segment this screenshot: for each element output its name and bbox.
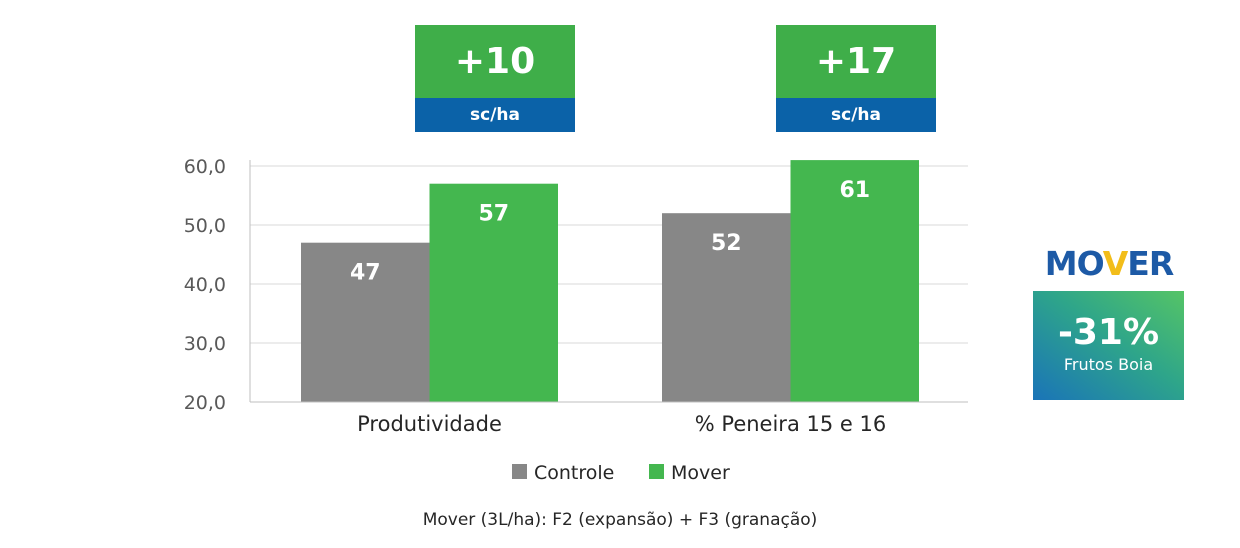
- badge-unit: sc/ha: [415, 98, 575, 132]
- legend-swatch: [649, 464, 664, 479]
- badge-value: +17: [776, 25, 936, 98]
- data-label: 61: [839, 178, 870, 203]
- badge-peneira: +17 sc/ha: [776, 25, 936, 132]
- bar-controle: [301, 242, 430, 402]
- y-tick-label: 40,0: [184, 274, 226, 296]
- highlight-value: -31%: [1057, 312, 1160, 353]
- bar-mover: [790, 160, 919, 402]
- data-label: 57: [478, 202, 509, 227]
- badge-value: +10: [415, 25, 575, 98]
- badge-produtividade: +10 sc/ha: [415, 25, 575, 132]
- legend-label: Mover: [671, 462, 730, 484]
- y-tick-label: 20,0: [184, 392, 226, 414]
- mover-logo: MOVER: [1044, 244, 1175, 283]
- y-tick-label: 60,0: [184, 156, 226, 178]
- frutos-boia-highlight: -31% Frutos Boia: [1033, 291, 1184, 400]
- footnote: Mover (3L/ha): F2 (expansão) + F3 (grana…: [423, 510, 818, 530]
- highlight-label: Frutos Boia: [1063, 355, 1154, 374]
- data-label: 47: [350, 261, 381, 286]
- category-label: % Peneira 15 e 16: [695, 412, 886, 436]
- bar-mover: [429, 183, 558, 402]
- badge-unit: sc/ha: [776, 98, 936, 132]
- bar-controle: [662, 213, 791, 402]
- data-label: 52: [711, 231, 742, 256]
- legend-swatch: [512, 464, 527, 479]
- legend-label: Controle: [534, 462, 614, 484]
- y-tick-label: 30,0: [184, 333, 226, 355]
- category-label: Produtividade: [357, 412, 502, 436]
- y-tick-label: 50,0: [184, 215, 226, 237]
